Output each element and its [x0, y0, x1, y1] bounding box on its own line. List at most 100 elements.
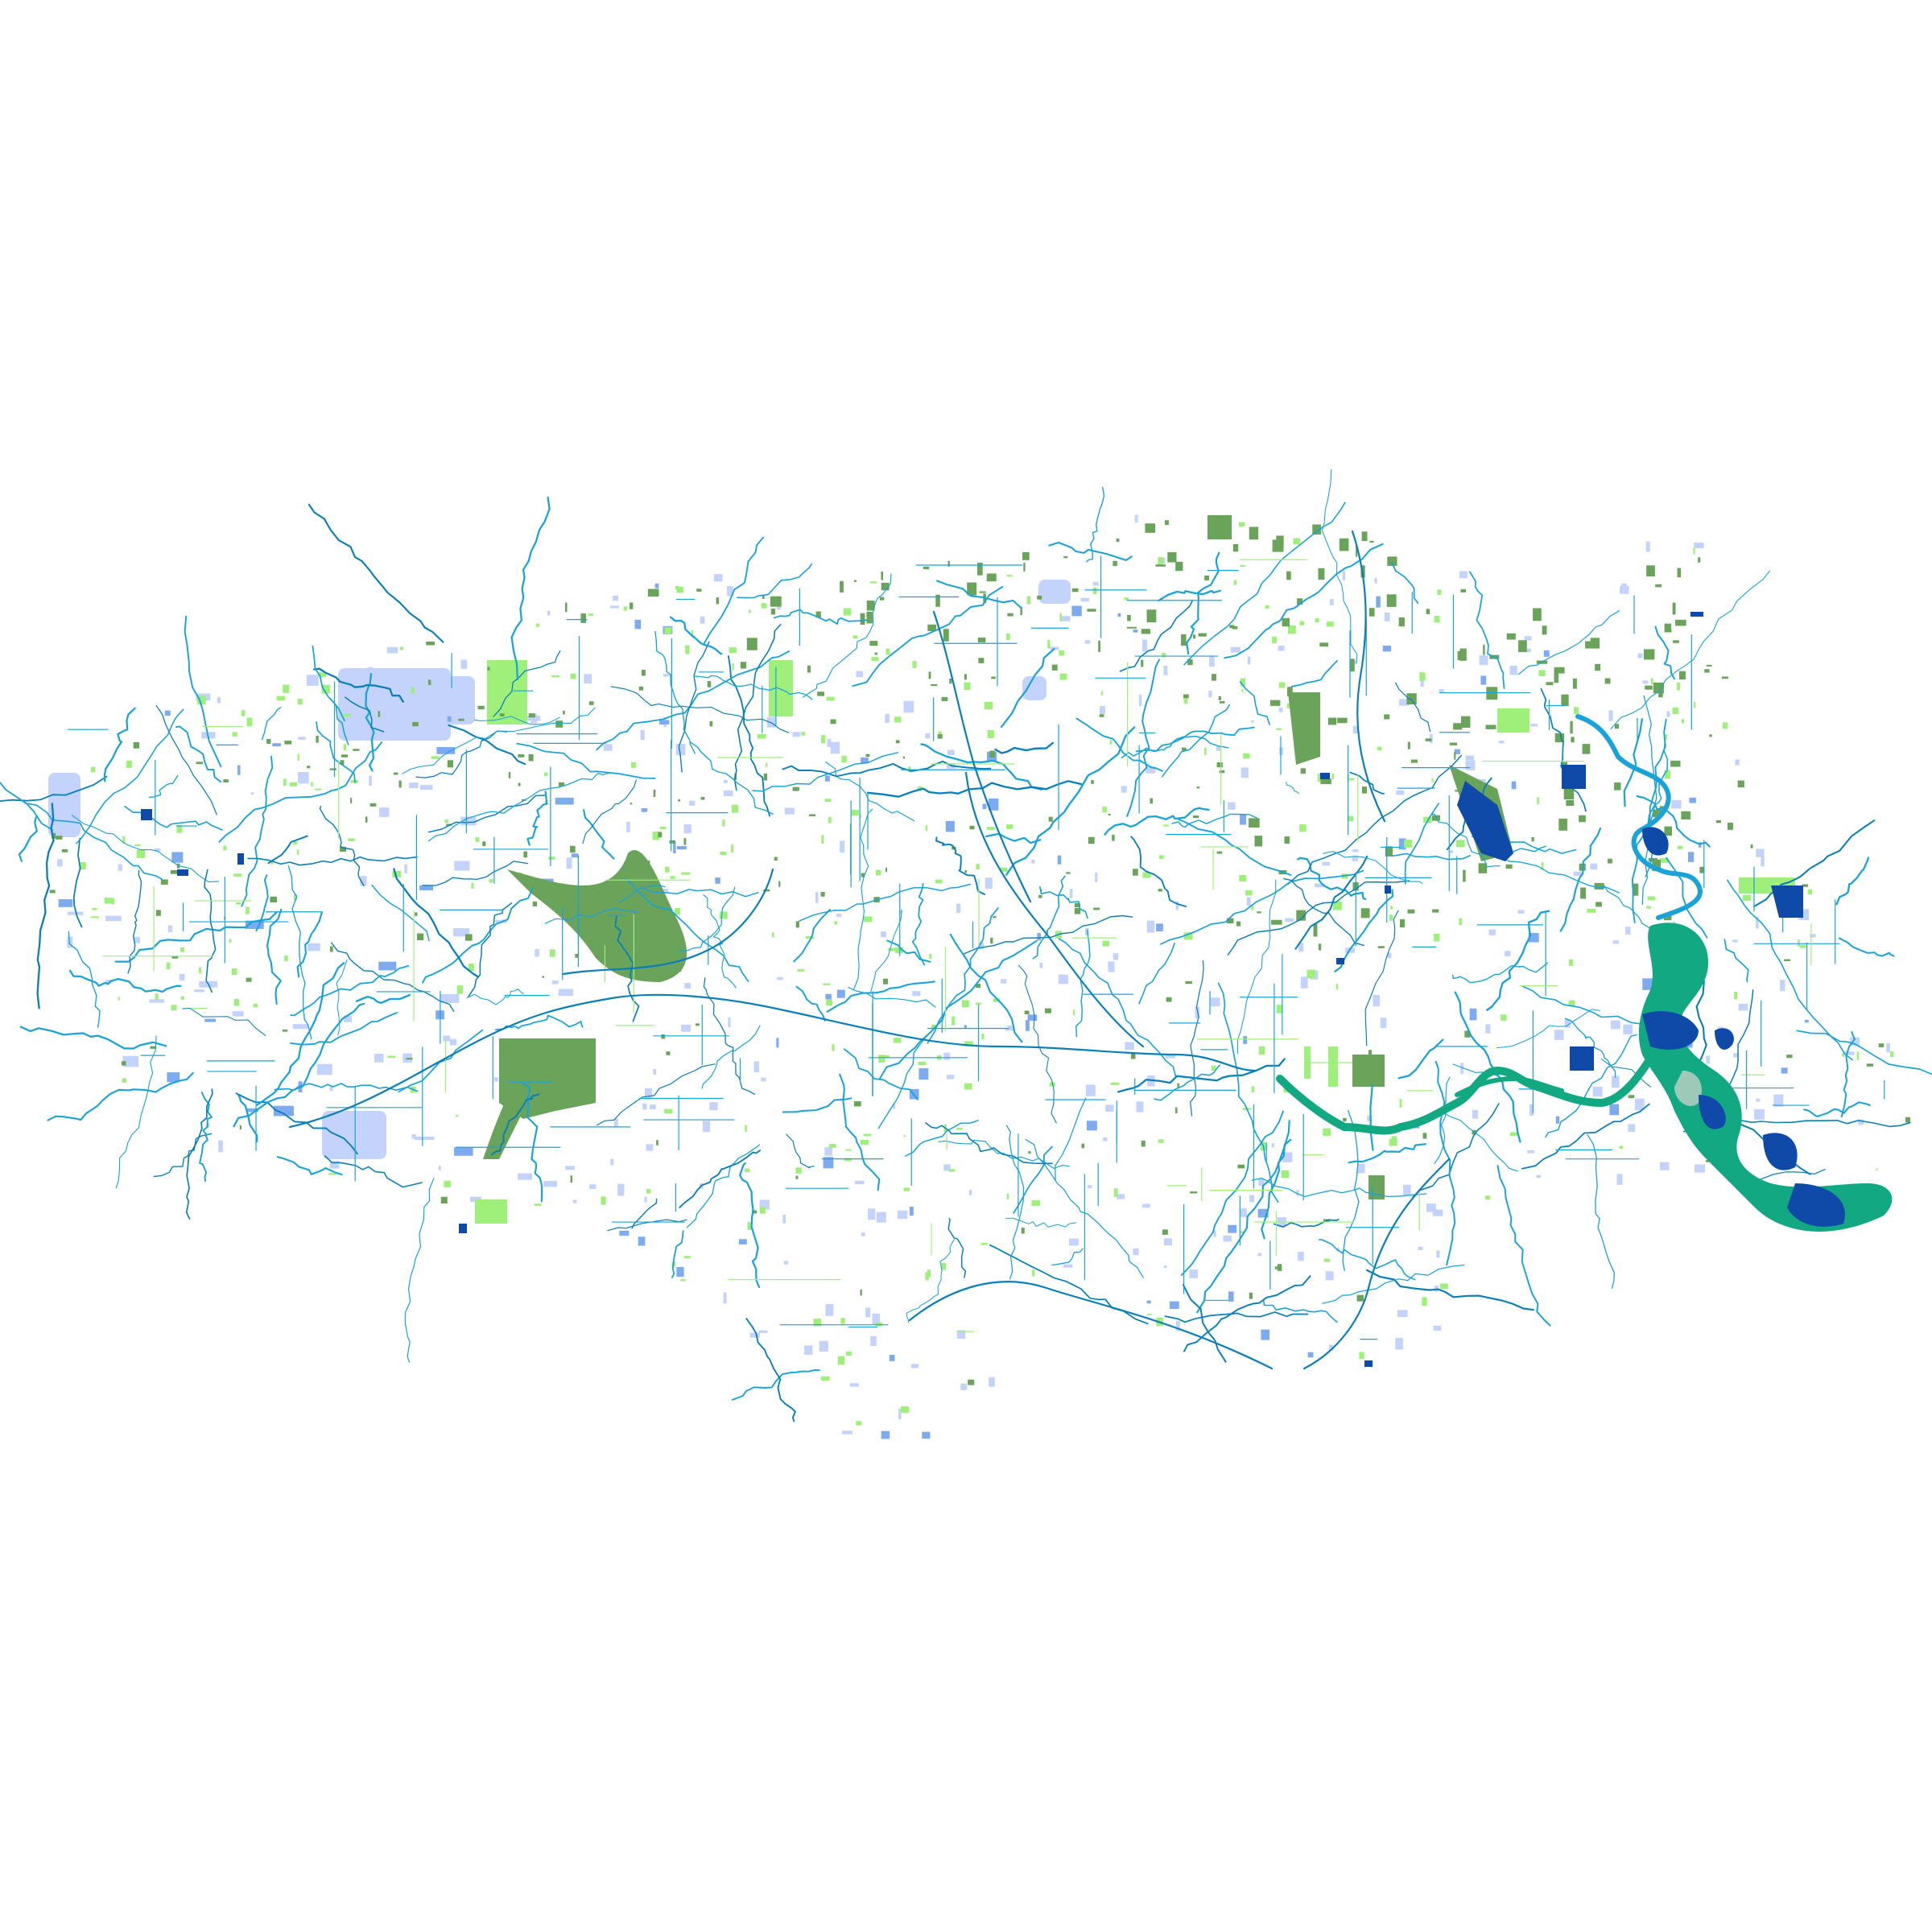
pond: [985, 877, 993, 890]
forested-wetland: [1141, 629, 1150, 634]
forested-wetland: [1670, 760, 1681, 767]
emergent-wetland: [1241, 678, 1245, 687]
pond: [409, 782, 419, 789]
stream: [1005, 726, 1136, 876]
forested-wetland: [1024, 1010, 1030, 1014]
pond: [1426, 1203, 1436, 1212]
emergent-wetland: [893, 1038, 902, 1043]
stream: [911, 883, 926, 966]
emergent-wetland-area: [1497, 708, 1530, 733]
pond: [149, 999, 165, 1003]
stream: [671, 1230, 684, 1278]
pond: [272, 743, 281, 747]
emergent-wetland: [952, 1016, 956, 1026]
forested-wetland: [1460, 716, 1471, 729]
forested-wetland: [282, 1029, 288, 1032]
pond: [827, 738, 832, 747]
emergent-wetland: [535, 623, 540, 627]
forested-wetland: [365, 816, 368, 823]
river-braid: [1455, 1076, 1564, 1097]
emergent-wetland: [1276, 1005, 1283, 1013]
forested-wetland: [1318, 568, 1325, 580]
pond: [1113, 953, 1119, 960]
emergent-wetland: [856, 1421, 862, 1426]
stream: [1451, 962, 1549, 984]
pond: [1223, 1235, 1232, 1242]
emergent-wetland: [875, 869, 881, 876]
forested-wetland: [1269, 700, 1281, 706]
forested-wetland: [1300, 768, 1307, 774]
pond: [1249, 1195, 1255, 1203]
emergent-wetland: [1722, 722, 1728, 729]
pond: [1619, 585, 1629, 594]
pond: [1125, 1042, 1134, 1051]
stream: [1727, 879, 1854, 1061]
pond: [836, 989, 845, 998]
emergent-wetland: [1031, 1199, 1041, 1207]
emergent-wetland: [296, 849, 299, 855]
small-lake: [141, 809, 152, 820]
pond: [1592, 1086, 1603, 1097]
forested-wetland: [795, 921, 799, 928]
forested-wetland: [393, 772, 398, 775]
emergent-wetland: [253, 1003, 258, 1008]
forested-wetland: [1127, 614, 1131, 621]
pond: [982, 803, 987, 810]
emergent-wetland: [674, 908, 680, 915]
pond: [819, 1340, 828, 1352]
stream: [1273, 1218, 1340, 1228]
pond: [1735, 759, 1740, 766]
stream: [235, 1092, 358, 1155]
emergent-wetland: [813, 1319, 822, 1327]
stream: [654, 630, 696, 754]
emergent-wetland: [903, 1135, 906, 1137]
pond: [1117, 613, 1121, 617]
forested-wetland: [641, 670, 646, 676]
emergent-wetland: [1647, 896, 1656, 901]
pond: [609, 605, 619, 609]
pond: [297, 772, 309, 784]
forested-wetland: [1037, 595, 1042, 600]
pond: [840, 840, 845, 853]
emergent-wetland: [845, 1149, 852, 1151]
stream: [773, 609, 868, 625]
forested-wetland: [1112, 834, 1115, 841]
stream: [422, 861, 529, 886]
emergent-wetland: [1245, 890, 1253, 896]
emergent-wetland: [845, 1351, 852, 1356]
pond: [547, 610, 551, 616]
pond: [1480, 675, 1487, 685]
forested-wetland: [160, 879, 168, 885]
stream: [148, 774, 179, 799]
emergent-wetland: [246, 717, 253, 727]
pond: [1230, 646, 1241, 653]
pond: [1175, 1320, 1180, 1331]
pond: [1357, 1163, 1365, 1174]
pond: [1210, 997, 1220, 1007]
emergent-wetland: [232, 732, 237, 737]
forested-wetland: [61, 848, 68, 852]
stream: [526, 791, 548, 846]
emergent-wetland: [297, 698, 303, 705]
forested-wetland: [1368, 608, 1375, 617]
stream: [448, 724, 526, 766]
forested-wetland: [1614, 724, 1620, 729]
stream: [1224, 543, 1384, 659]
stream: [879, 939, 1038, 1080]
pond: [307, 943, 320, 952]
stream: [949, 933, 1023, 1043]
pond: [910, 1364, 919, 1368]
pond: [1450, 850, 1453, 853]
stream: [72, 837, 83, 928]
stream: [1217, 982, 1279, 1203]
pond: [1628, 1124, 1636, 1132]
stream: [1039, 886, 1088, 919]
pond: [1105, 1104, 1114, 1112]
forested-wetland: [440, 1196, 448, 1203]
stream: [1348, 1143, 1426, 1164]
pond: [1133, 629, 1138, 633]
stream: [466, 989, 524, 1005]
small-lake: [1336, 958, 1344, 964]
emergent-wetland: [468, 963, 475, 972]
stream: [927, 907, 999, 1044]
